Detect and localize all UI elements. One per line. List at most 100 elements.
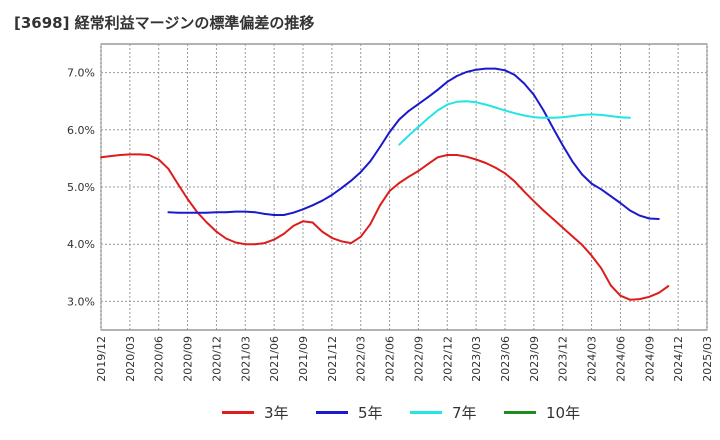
series-1-point (234, 210, 237, 213)
series-2-point (533, 116, 535, 119)
series-2-point (629, 116, 631, 119)
series-0-point (533, 200, 535, 203)
series-lines (100, 67, 670, 301)
series-1-point (533, 94, 535, 96)
series-0-point (157, 158, 160, 161)
y-tick-label: 4.0% (67, 238, 95, 251)
series-0-point (379, 204, 381, 207)
series-1-point (407, 110, 410, 112)
series-0-point (504, 172, 506, 175)
series-0-point (417, 170, 420, 172)
series-1-point (456, 75, 458, 77)
series-0-point (215, 230, 218, 233)
series-2-point (619, 116, 622, 119)
series-0-point (629, 298, 631, 301)
series-1-point (571, 160, 574, 163)
series-1-point (561, 144, 564, 147)
series-0-point (138, 153, 141, 156)
series-0-point (119, 154, 122, 156)
grid-lines (100, 44, 708, 330)
series-1-point (302, 208, 304, 211)
series-1-point (658, 218, 660, 220)
series-0-point (177, 183, 179, 186)
series-0-point (263, 242, 266, 245)
series-1-point (263, 213, 266, 215)
series-1-point (205, 211, 208, 214)
legend-swatch (316, 411, 348, 414)
series-0-point (273, 238, 275, 241)
x-tick-label: 2022/12 (441, 336, 454, 382)
series-1-point (379, 146, 381, 148)
series-1-point (465, 71, 468, 73)
series-0-point (331, 237, 333, 239)
series-0-point (600, 267, 603, 270)
series-0-point (234, 241, 237, 244)
series-1-point (638, 214, 641, 217)
series-0-point (148, 154, 151, 156)
x-tick-label: 2023/06 (499, 336, 512, 382)
series-1-point (475, 68, 477, 71)
plot-area (100, 43, 708, 331)
series-0-point (340, 240, 343, 243)
series-1-point (427, 96, 429, 99)
series-0-point (638, 298, 641, 300)
series-0-point (581, 243, 583, 246)
series-2-point (600, 114, 603, 116)
series-0-point (494, 166, 497, 169)
series-0-point (407, 175, 410, 178)
x-tick-label: 2020/09 (182, 336, 195, 382)
x-tick-label: 2023/09 (528, 336, 541, 382)
series-0-point (244, 243, 247, 246)
series-1-point (388, 131, 391, 134)
series-2-point (513, 112, 516, 115)
x-tick-label: 2021/03 (239, 336, 252, 382)
series-1-point (254, 211, 256, 214)
series-0-point (369, 223, 372, 226)
series-0-point (109, 155, 112, 158)
x-axis-ticks: 2019/12 2020/03 2020/06 2020/09 2020/12 2021/… (95, 336, 714, 382)
series-1-point (504, 69, 506, 72)
series-0-point (571, 235, 574, 238)
y-axis-ticks: 3.0% 4.0% 5.0% 6.0% 7.0% (67, 67, 95, 309)
series-0-point (619, 294, 622, 297)
legend-item: 7年 (410, 402, 477, 423)
series-0-point (542, 209, 545, 212)
series-1-point (417, 103, 420, 105)
series-1-point (359, 171, 362, 174)
legend-label: 10年 (546, 404, 581, 422)
series-1-point (542, 109, 545, 112)
series-2-point (571, 115, 574, 117)
series-0-point (398, 182, 401, 184)
series-2-point (427, 117, 429, 120)
series-1-point (273, 214, 275, 216)
series-1-point (552, 127, 554, 129)
series-2-point (398, 143, 401, 146)
series-2-point (407, 134, 410, 137)
series-0-point (186, 198, 189, 200)
x-tick-label: 2022/03 (355, 336, 368, 382)
legend-item: 10年 (504, 402, 580, 423)
series-1-point (225, 211, 227, 214)
y-tick-label: 7.0% (67, 67, 95, 80)
series-0-point (359, 235, 362, 238)
series-0-point (561, 226, 564, 229)
series-0-point (388, 190, 391, 192)
series-0-point (552, 218, 554, 220)
series-1-point (340, 187, 343, 190)
series-0-point (321, 230, 324, 233)
series-0-point (167, 167, 170, 170)
legend-label: 3年 (264, 404, 289, 422)
series-1-point (513, 74, 516, 76)
legend-item: 3年 (222, 402, 289, 423)
series-1-point (600, 188, 603, 191)
series-1-point (609, 195, 612, 198)
series-1-point (311, 204, 314, 207)
chart-title: [3698] 経常利益マージンの標準偏差の推移 (14, 14, 315, 32)
series-0-point (100, 156, 102, 159)
series-1-point (321, 199, 324, 202)
series-0-point (205, 221, 208, 224)
y-tick-label: 6.0% (67, 124, 95, 137)
series-0-point (609, 284, 612, 287)
series-0-point (484, 162, 487, 164)
